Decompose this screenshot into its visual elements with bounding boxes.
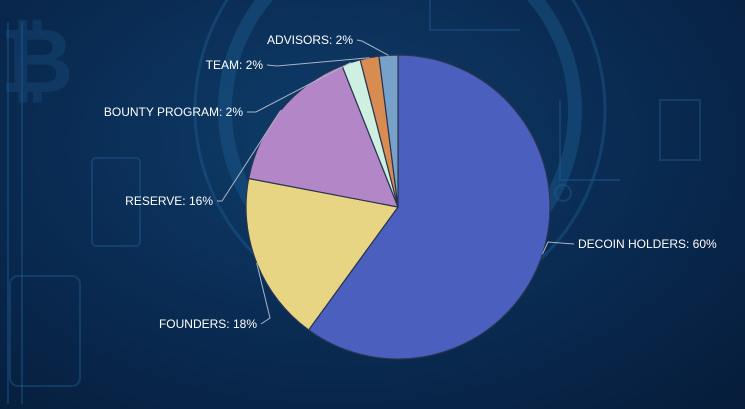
slice-label-decoin-holders: DECOIN HOLDERS: 60%	[578, 237, 717, 251]
leader-line-founders	[256, 262, 271, 325]
bitcoin-symbol-icon: ₿	[0, 12, 73, 112]
pie-slice-founders	[245, 177, 400, 331]
slice-label-team: TEAM: 2%	[206, 58, 264, 72]
slice-label-advisors: ADVISORS: 2%	[267, 33, 353, 47]
slice-label-founders: FOUNDERS: 18%	[159, 317, 257, 331]
leader-line-decoin-holders	[542, 241, 575, 255]
leader-line-advisors	[356, 39, 389, 56]
slice-label-bounty-program: BOUNTY PROGRAM: 2%	[104, 105, 243, 119]
leader-line-reserve	[217, 109, 282, 202]
leader-line-bounty-program	[247, 61, 352, 113]
leader-line-team	[266, 57, 370, 67]
slice-label-reserve: RESERVE: 16%	[125, 194, 213, 208]
